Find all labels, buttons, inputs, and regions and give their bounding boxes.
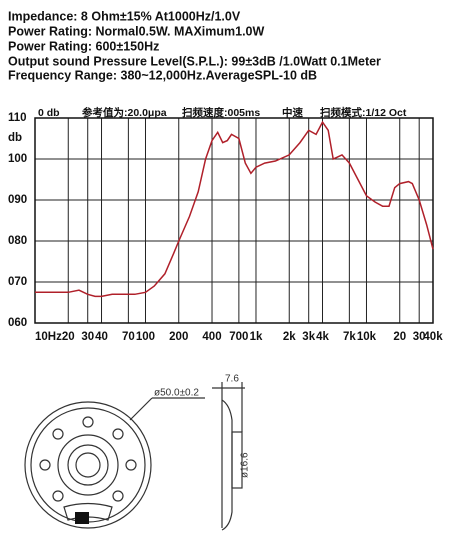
dim-leader xyxy=(129,397,153,421)
speaker-drawing: ø50.0±0.2 7.6 ø16.6 xyxy=(24,374,251,531)
magnet-label: ø16.6 xyxy=(240,452,251,478)
rim xyxy=(30,407,146,523)
x-tick-label: 20 xyxy=(62,331,75,343)
plot-frame xyxy=(34,117,434,324)
y-tick-label: 100 xyxy=(8,153,27,165)
y-axis-label: db xyxy=(8,132,22,144)
x-tick-label: 40 xyxy=(95,331,108,343)
inner-ring xyxy=(57,434,119,496)
x-tick-label: 700 xyxy=(229,331,248,343)
annotation: 0 db xyxy=(38,107,60,119)
holes xyxy=(39,416,137,502)
spec-line: Frequency Range: 380~12,000Hz.AverageSPL… xyxy=(8,68,317,82)
depth-label: 7.6 xyxy=(225,374,239,385)
spec-line: Power Rating: Normal0.5W. MAXimum1.0W xyxy=(8,24,264,38)
x-tick-label: 30 xyxy=(81,331,94,343)
outline xyxy=(24,401,152,529)
x-tick-label: 1k xyxy=(250,331,263,343)
annotation: 参考值为:20.0μpa xyxy=(82,106,167,119)
x-tick-label: 7k xyxy=(343,331,356,343)
x-tick-label: 4k xyxy=(316,331,329,343)
diameter-label: ø50.0±0.2 xyxy=(154,388,199,399)
y-tick-label: 070 xyxy=(8,276,27,288)
spec-line: Impedance: 8 Ohm±15% At1000Hz/1.0V xyxy=(8,9,241,23)
y-tick-label: 110 xyxy=(8,112,27,124)
x-tick-label: 10Hz xyxy=(35,331,62,343)
specs: Impedance: 8 Ohm±15% At1000Hz/1.0V Power… xyxy=(8,9,381,82)
spec-line: Output sound Pressure Level(S.P.L.): 99±… xyxy=(8,54,381,68)
x-tick-label: 70 xyxy=(122,331,135,343)
annotation: 扫频速度:005ms xyxy=(182,106,260,119)
x-tick-label: 20 xyxy=(393,331,406,343)
x-tick-label: 400 xyxy=(202,331,221,343)
x-tick-label: 3k xyxy=(302,331,315,343)
side-magnet xyxy=(231,431,243,489)
chart: 0 db 参考值为:20.0μpa 扫频速度:005ms 中速 扫频模式:1/1… xyxy=(8,106,443,343)
y-tick-label: 060 xyxy=(8,317,27,329)
x-tick-label: 200 xyxy=(169,331,188,343)
center xyxy=(75,452,101,478)
spec-line: Power Rating: 600±150Hz xyxy=(8,39,159,53)
terminal xyxy=(75,512,89,524)
side-view xyxy=(221,399,233,531)
annotation: 扫频模式:1/12 Oct xyxy=(320,106,407,119)
x-tick-label: 100 xyxy=(136,331,155,343)
y-tick-label: 080 xyxy=(8,235,27,247)
response-curve xyxy=(35,120,434,298)
x-tick-label: 10k xyxy=(357,331,377,343)
annotation: 中速 xyxy=(282,106,303,119)
x-tick-label: 2k xyxy=(283,331,296,343)
magnet xyxy=(67,444,109,486)
x-tick-label: 30 xyxy=(413,331,426,343)
y-tick-label: 090 xyxy=(8,194,27,206)
x-tick-label: 40k xyxy=(423,331,443,343)
